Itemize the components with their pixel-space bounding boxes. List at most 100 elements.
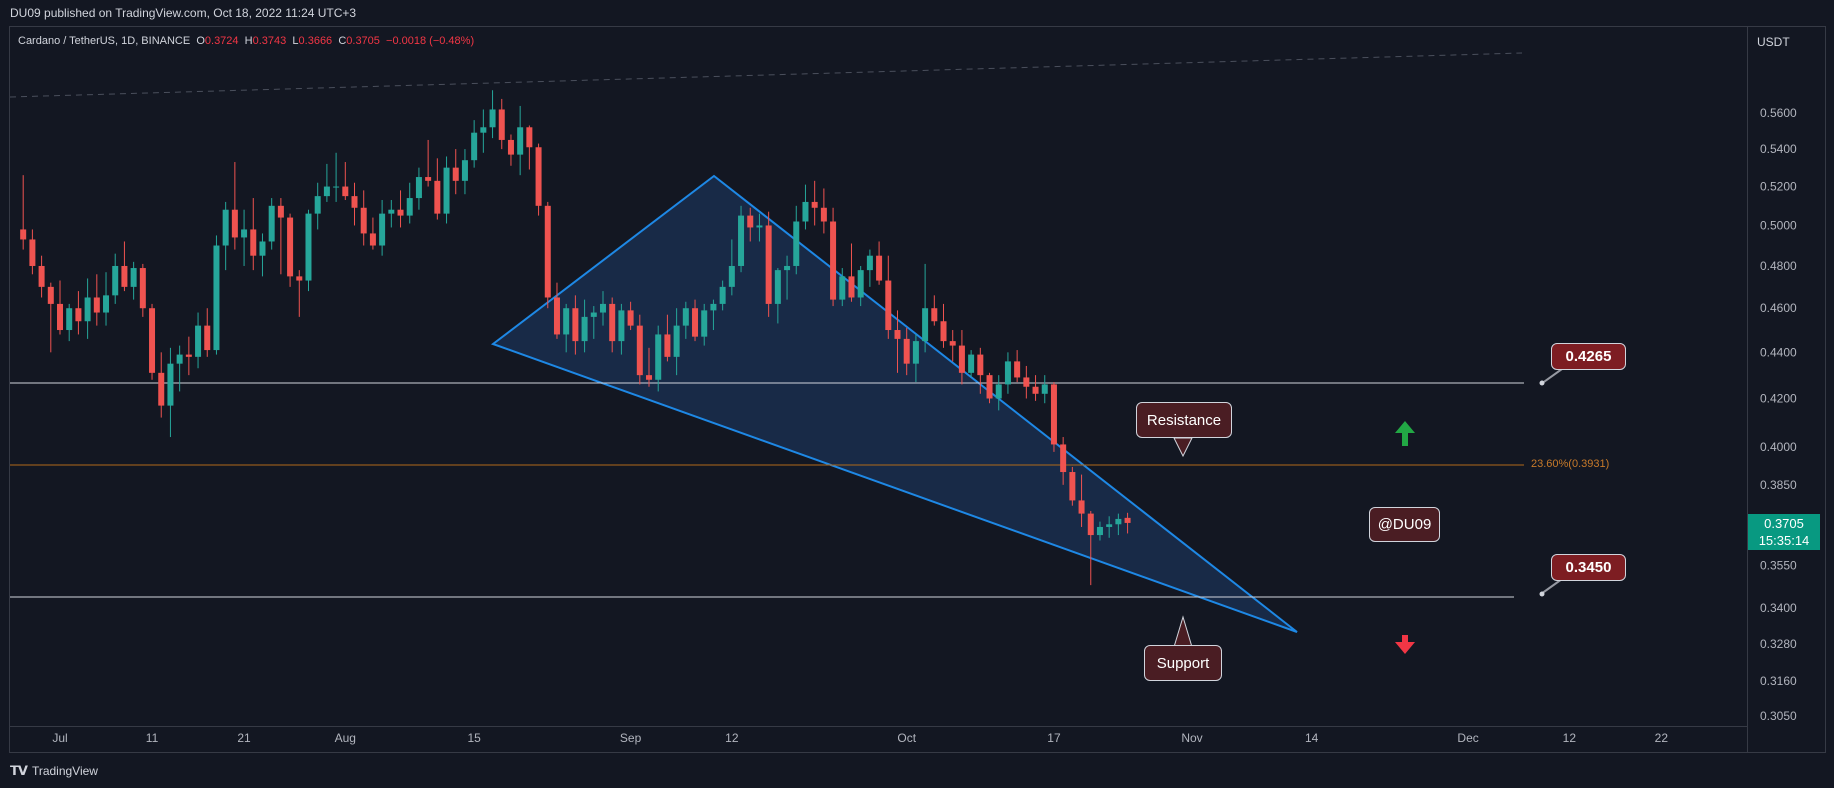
candle-body	[250, 229, 257, 256]
candle-body	[811, 201, 818, 208]
candle	[1115, 513, 1122, 536]
candle-body	[986, 375, 993, 399]
candle	[1041, 375, 1048, 404]
candle	[268, 198, 275, 250]
candle	[802, 184, 809, 230]
candle	[176, 345, 183, 392]
candle-body	[940, 321, 947, 342]
candle-body	[47, 286, 54, 304]
candle	[839, 268, 846, 307]
candle-body	[296, 276, 303, 281]
candle-body	[415, 177, 422, 199]
candle	[995, 375, 1002, 411]
time-tick-label: 17	[1047, 731, 1061, 745]
candle-body	[1096, 526, 1103, 536]
top-dashed-trendline	[9, 52, 1523, 98]
candle-body	[958, 345, 965, 373]
candle-body	[287, 217, 294, 277]
candle	[820, 188, 827, 234]
time-axis-ticks: Jul 11 21 Aug 15 Sep 12 Oct 17 Nov 14 Dec 12 22	[52, 731, 1668, 745]
candle	[204, 308, 211, 357]
price-axis-divider	[1747, 26, 1748, 753]
candle	[811, 180, 818, 226]
author-watermark[interactable]: @DU09	[1369, 507, 1440, 542]
candle	[84, 278, 91, 339]
symbol-legend[interactable]: Cardano / TetherUS, 1D, BINANCE O0.3724 …	[18, 35, 474, 47]
candle-body	[627, 310, 634, 326]
price-tick-label: 0.3160	[1760, 674, 1797, 688]
candle	[572, 295, 579, 355]
candle	[360, 190, 367, 246]
price-tick-label: 0.5000	[1760, 218, 1797, 232]
support-level-badge[interactable]: 0.3450	[1551, 554, 1626, 581]
time-tick-label: Jul	[52, 731, 67, 745]
candle	[139, 263, 146, 317]
candle	[517, 105, 524, 176]
candle	[1078, 474, 1085, 527]
candle-body	[57, 303, 63, 331]
candle	[314, 182, 321, 230]
candle	[66, 303, 73, 342]
candle-body	[1087, 513, 1094, 536]
candle	[1014, 350, 1021, 383]
candle	[103, 272, 110, 326]
candle-body	[590, 312, 597, 317]
candle	[1032, 375, 1039, 401]
candle-body	[995, 384, 1002, 399]
candle	[1069, 466, 1076, 506]
candle	[765, 211, 772, 317]
candle	[701, 303, 708, 346]
support-level-value: 0.3450	[1565, 559, 1612, 576]
candle-body	[636, 325, 643, 376]
candle-body	[894, 330, 901, 339]
candle-body	[222, 209, 229, 246]
descending-triangle-pattern[interactable]	[490, 174, 1298, 633]
candle	[222, 201, 229, 271]
candle	[388, 199, 395, 228]
candle	[259, 233, 266, 277]
candle-body	[66, 308, 73, 331]
candle	[452, 149, 459, 195]
candle-body	[968, 354, 975, 373]
price-tick-label: 0.4400	[1760, 345, 1797, 359]
currency-label[interactable]: USDT	[1757, 35, 1790, 49]
resistance-callout[interactable]: Resistance	[1136, 402, 1232, 438]
candle-body	[517, 127, 524, 155]
footer-branding[interactable]: 𝗧𝗩 TradingView	[10, 763, 98, 779]
candle	[351, 182, 358, 226]
support-callout[interactable]: Support	[1144, 645, 1222, 681]
candle-body	[692, 308, 699, 337]
price-tick-label: 0.3550	[1760, 558, 1797, 572]
candle-body	[839, 276, 846, 300]
candle	[719, 280, 726, 311]
candle-body	[29, 239, 36, 266]
candle-body	[581, 316, 588, 342]
candle	[241, 209, 248, 266]
candle	[866, 249, 873, 287]
symbol-name[interactable]: Cardano / TetherUS, 1D, BINANCE	[18, 35, 191, 47]
open-value: 0.3724	[204, 35, 239, 47]
candle-body	[241, 229, 248, 238]
candle	[894, 310, 901, 373]
resistance-level-badge[interactable]: 0.4265	[1551, 343, 1626, 370]
candle-body	[857, 270, 864, 298]
time-tick-label: Aug	[335, 731, 356, 745]
candle-body	[747, 215, 754, 228]
candle-body	[977, 354, 984, 376]
candle-body	[673, 325, 680, 357]
candle	[112, 253, 119, 304]
open-label: O	[196, 35, 205, 47]
time-tick-label: Oct	[897, 731, 916, 745]
candle-body	[507, 139, 514, 155]
time-tick-label: 15	[467, 731, 481, 745]
candle	[185, 336, 192, 376]
candle	[553, 282, 560, 339]
candle-body	[553, 297, 560, 335]
candle-body	[728, 265, 735, 287]
candle-body	[333, 186, 340, 188]
candle	[195, 312, 202, 369]
last-price-label: 0.3705 15:35:14	[1748, 514, 1820, 550]
candle-body	[185, 354, 192, 357]
candle	[627, 301, 634, 331]
